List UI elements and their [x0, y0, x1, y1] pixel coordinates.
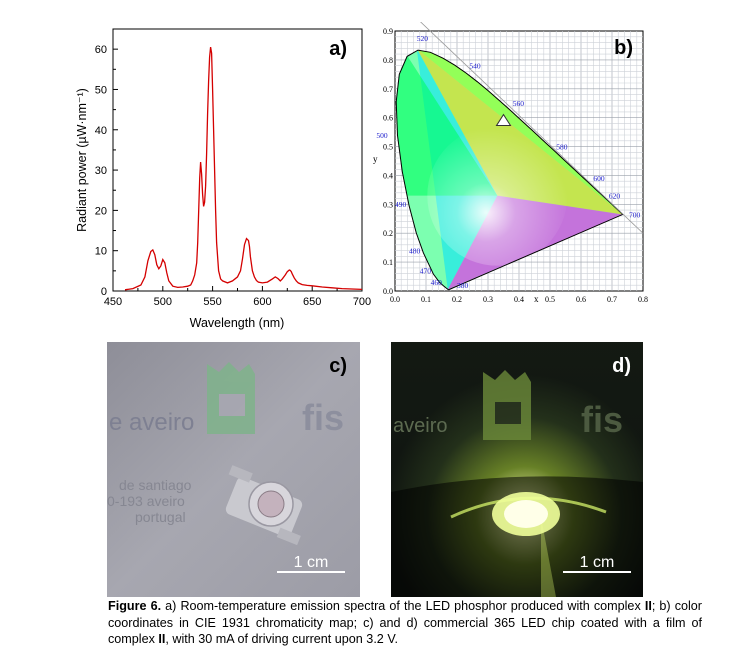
panel-label-a: a) — [329, 38, 347, 60]
caption-text-2: ; b) color coordinates in CIE 1931 chrom… — [108, 599, 702, 646]
wavelength-label: 380 — [457, 281, 469, 290]
x-axis-label: Wavelength (nm) — [190, 316, 285, 330]
led-photo-off-image: e aveiro fis de santiago 0-193 aveiro po… — [107, 342, 360, 597]
wavelength-label: 480 — [409, 246, 421, 255]
watermark-fis: fis — [581, 399, 623, 440]
y-tick-label: 60 — [95, 44, 107, 56]
cie-chromaticity-panel: 0.0 0.1 0.2 0.3 0.4 0.5 0.6 0.7 0.8 0.0 0.1 0.2 0.3 0… — [365, 6, 650, 312]
x-tick-label: 500 — [154, 296, 172, 308]
x-tick-label: 600 — [253, 296, 271, 308]
x-tick-label: 550 — [203, 296, 221, 308]
caption-text-3: , with 30 mA of driving current upon 3.2… — [165, 632, 399, 646]
spectrum-line — [124, 46, 363, 291]
wavelength-label: 620 — [609, 192, 621, 201]
y-tick-label: 0.3 — [383, 200, 393, 209]
y-tick-label: 0.8 — [383, 56, 393, 65]
y-tick-label: 0.6 — [383, 114, 393, 123]
wavelength-label: 560 — [513, 99, 525, 108]
panel-label-c: c) — [329, 355, 347, 377]
wavelength-label: 700 — [629, 210, 641, 219]
university-logo-mark — [483, 370, 531, 440]
wavelength-label: 580 — [556, 142, 568, 151]
y-tick-label: 0.9 — [383, 27, 393, 36]
x-tick-label: 0.6 — [576, 295, 586, 304]
panel-label-d: d) — [612, 355, 631, 377]
scale-label: 1 cm — [294, 554, 329, 571]
wavelength-label: 490 — [395, 200, 407, 209]
university-logo-mark — [207, 362, 255, 434]
plot-area-frame — [112, 28, 363, 292]
emission-spectrum-panel: 450 500 550 600 650 700 0 10 20 30 40 50 60 Wavelen… — [0, 0, 375, 335]
caption-bold-1: II — [644, 599, 652, 613]
wavelength-label: 540 — [469, 62, 481, 71]
watermark-fis: fis — [302, 397, 344, 438]
x-tick-label: 0.5 — [545, 295, 555, 304]
x-tick-label: 0.3 — [483, 295, 493, 304]
y-tick-label: 20 — [95, 205, 107, 217]
y-tick-label: 0.1 — [383, 258, 393, 267]
y-axis-label: y — [373, 154, 378, 164]
y-tick-label: 50 — [95, 84, 107, 96]
emission-spectrum-chart: 450 500 550 600 650 700 0 10 20 30 40 50 60 Wavelen… — [75, 28, 371, 330]
color-coordinate-point — [495, 113, 512, 127]
led-photo-on: aveiro fis 1 cm d) — [391, 342, 643, 597]
diagonal-line — [404, 6, 644, 234]
address-line-1: de santiago — [119, 477, 192, 493]
watermark-aveiro: e aveiro — [109, 409, 194, 436]
wavelength-label: 520 — [417, 34, 429, 43]
y-tick-label: 0 — [101, 286, 107, 298]
x-tick-label: 700 — [353, 296, 371, 308]
x-tick-label: 650 — [303, 296, 321, 308]
x-tick-label: 0.2 — [452, 295, 462, 304]
caption-bold-2: II — [158, 632, 166, 646]
y-tick-label: 30 — [95, 165, 107, 177]
x-tick-label: 0.4 — [514, 295, 524, 304]
x-tick-label: 0.7 — [607, 295, 617, 304]
spectral-locus — [395, 49, 624, 291]
caption-text-1: a) Room-temperature emission spectra of … — [161, 599, 645, 613]
y-axis-label: Radiant power (µW·nm⁻¹) — [75, 88, 89, 232]
wavelength-label: 600 — [593, 174, 605, 183]
wavelength-label: 470 — [420, 267, 432, 276]
y-tick-label: 0.4 — [383, 171, 393, 180]
caption-label: Figure 6. — [108, 599, 162, 613]
x-tick-label: 0.0 — [390, 295, 400, 304]
x-tick-label: 0.1 — [421, 295, 431, 304]
wavelength-label: 500 — [376, 131, 388, 140]
y-tick-label: 0.7 — [383, 85, 393, 94]
x-tick-label: 0.8 — [638, 295, 648, 304]
scale-label: 1 cm — [580, 554, 615, 571]
watermark-aveiro: aveiro — [393, 415, 447, 437]
glowing-led-chip — [492, 492, 560, 536]
y-tick-label: 0.0 — [383, 287, 393, 296]
x-tick-label: 450 — [104, 296, 122, 308]
x-axis-label: x — [534, 294, 539, 304]
figure-caption: Figure 6. a) Room-temperature emission s… — [108, 598, 702, 648]
led-chip — [225, 465, 303, 546]
address-line-3: portugal — [135, 509, 186, 525]
y-tick-label: 0.5 — [383, 143, 393, 152]
y-tick-label: 40 — [95, 125, 107, 137]
y-tick-label: 10 — [95, 246, 107, 258]
cie-chromaticity-chart: 0.0 0.1 0.2 0.3 0.4 0.5 0.6 0.7 0.8 0.0 0.1 0.2 0.3 0… — [373, 6, 648, 304]
led-photo-on-image: aveiro fis 1 cm d) — [391, 342, 643, 597]
panel-label-b: b) — [614, 37, 633, 59]
y-tick-label: 0.2 — [383, 229, 393, 238]
gamut-white-point — [427, 125, 568, 266]
wavelength-label: 460 — [431, 278, 443, 287]
address-line-2: 0-193 aveiro — [107, 493, 185, 509]
led-photo-off: e aveiro fis de santiago 0-193 aveiro po… — [107, 342, 360, 597]
